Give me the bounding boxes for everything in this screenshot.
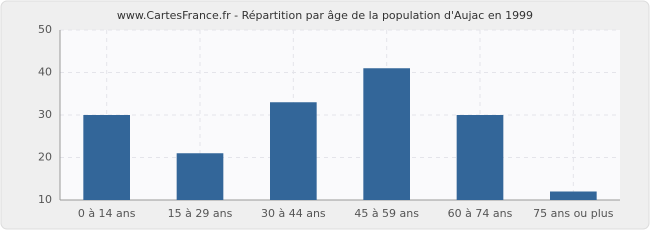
bar [363, 68, 410, 200]
bar [176, 153, 224, 200]
bar [270, 102, 317, 200]
y-tick-label: 40 [38, 66, 52, 79]
bar [550, 191, 597, 200]
y-tick-label: 20 [38, 151, 52, 164]
chart-title: www.CartesFrance.fr - Répartition par âg… [117, 9, 533, 22]
x-tick-label: 45 à 59 ans [354, 207, 419, 220]
bar [83, 115, 130, 200]
x-tick-label: 75 ans ou plus [533, 207, 614, 220]
y-tick-label: 10 [38, 193, 52, 206]
x-tick-label: 0 à 14 ans [78, 207, 136, 220]
x-tick-label: 60 à 74 ans [448, 207, 513, 220]
y-tick-label: 50 [38, 23, 52, 36]
y-tick-label: 30 [38, 108, 52, 121]
x-tick-label: 30 à 44 ans [261, 207, 326, 220]
chart: www.CartesFrance.fr - Répartition par âg… [0, 0, 650, 230]
x-tick-label: 15 à 29 ans [168, 207, 233, 220]
bar [456, 115, 504, 200]
